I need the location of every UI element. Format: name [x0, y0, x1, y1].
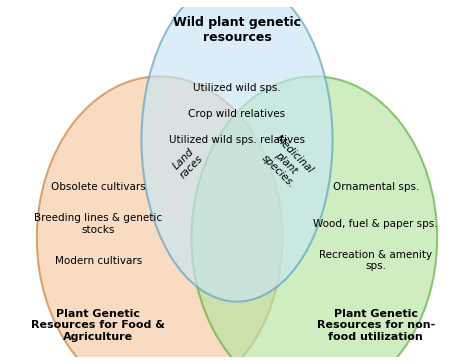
Text: Breeding lines & genetic
stocks: Breeding lines & genetic stocks	[34, 213, 162, 235]
Text: Recreation & amenity
sps.: Recreation & amenity sps.	[319, 250, 432, 272]
Ellipse shape	[37, 76, 283, 364]
Text: Obsolete cultivars: Obsolete cultivars	[51, 182, 146, 192]
Ellipse shape	[141, 0, 333, 302]
Text: Ornamental sps.: Ornamental sps.	[333, 182, 419, 192]
Text: Utilized wild sps. relatives: Utilized wild sps. relatives	[169, 135, 305, 145]
Ellipse shape	[191, 76, 437, 364]
Text: Modern cultivars: Modern cultivars	[55, 256, 142, 266]
Text: Wild plant genetic
resources: Wild plant genetic resources	[173, 16, 301, 44]
Text: Wood, fuel & paper sps.: Wood, fuel & paper sps.	[313, 219, 438, 229]
Text: Utilized wild sps.: Utilized wild sps.	[193, 83, 281, 93]
Text: Land
races: Land races	[170, 145, 205, 180]
Text: Plant Genetic
Resources for non-
food utilization: Plant Genetic Resources for non- food ut…	[317, 309, 435, 342]
Text: Crop wild relatives: Crop wild relatives	[189, 109, 285, 119]
Text: Medicinal
plant
species.: Medicinal plant species.	[257, 134, 315, 192]
Text: Plant Genetic
Resources for Food &
Agriculture: Plant Genetic Resources for Food & Agric…	[31, 309, 165, 342]
